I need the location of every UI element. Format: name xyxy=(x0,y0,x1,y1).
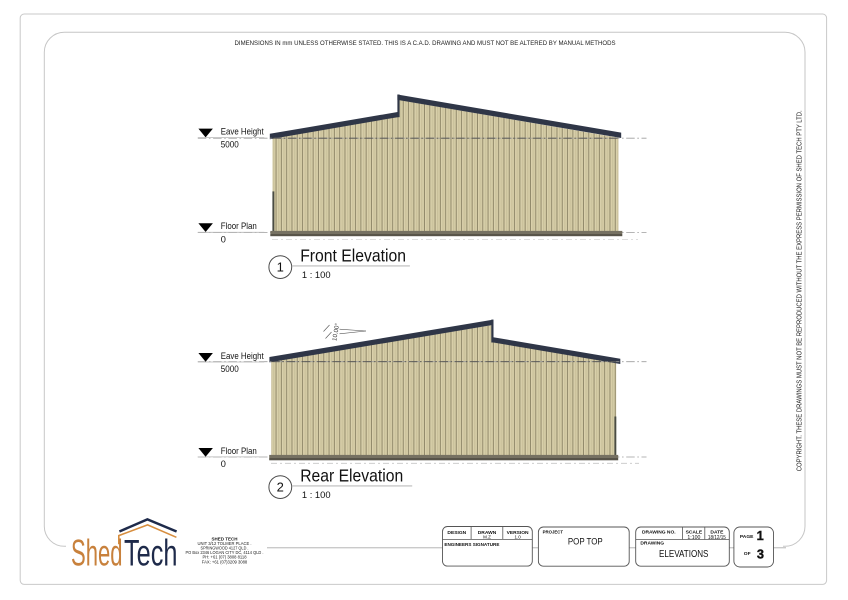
svg-text:PO Box 2346 LOGAN CITY DC, 411: PO Box 2346 LOGAN CITY DC, 4114 QLD . xyxy=(186,550,264,555)
svg-text:1: 1 xyxy=(277,260,284,275)
svg-text:1:100: 1:100 xyxy=(687,535,700,541)
svg-text:UNIT 3/12 TOLMER PLACE .: UNIT 3/12 TOLMER PLACE . xyxy=(198,541,252,546)
svg-text:2: 2 xyxy=(277,480,284,495)
svg-text:ENGINEERS SIGNATURE: ENGINEERS SIGNATURE xyxy=(444,542,500,548)
svg-text:3: 3 xyxy=(757,547,764,562)
svg-text:SPRINGWOOD 4127 QLD .: SPRINGWOOD 4127 QLD . xyxy=(201,546,249,551)
svg-text:Rear Elevation: Rear Elevation xyxy=(300,465,403,485)
svg-text:DESIGN: DESIGN xyxy=(447,530,466,536)
svg-text:DRAWING NO.: DRAWING NO. xyxy=(642,530,676,536)
svg-text:Eave Height: Eave Height xyxy=(221,351,264,361)
svg-text:VERSION: VERSION xyxy=(507,530,529,536)
svg-text:FAX: +61 (07)3209 3088: FAX: +61 (07)3209 3088 xyxy=(202,559,248,564)
svg-text:PAGE: PAGE xyxy=(740,534,754,540)
svg-text:COPYRIGHT. THESE DRAWINGS MUST: COPYRIGHT. THESE DRAWINGS MUST NOT BE RE… xyxy=(796,110,803,471)
svg-text:18/12/15: 18/12/15 xyxy=(708,535,726,541)
svg-text:1.0: 1.0 xyxy=(514,535,521,540)
svg-text:DRAWN: DRAWN xyxy=(478,530,497,536)
svg-text:OF: OF xyxy=(744,551,751,557)
svg-text:Tech: Tech xyxy=(124,532,178,574)
svg-text:5000: 5000 xyxy=(221,140,239,150)
svg-text:Front Elevation: Front Elevation xyxy=(300,245,406,265)
svg-text:Floor Plan: Floor Plan xyxy=(221,221,257,231)
svg-text:10.00°: 10.00° xyxy=(331,322,341,341)
svg-text:1 : 100: 1 : 100 xyxy=(302,269,331,280)
svg-text:DATE: DATE xyxy=(710,530,724,536)
svg-text:Eave Height: Eave Height xyxy=(221,127,264,137)
svg-text:PROJECT: PROJECT xyxy=(543,530,563,536)
svg-text:M.Z: M.Z xyxy=(483,535,491,540)
svg-text:0: 0 xyxy=(221,234,226,244)
svg-text:1: 1 xyxy=(757,528,764,543)
svg-text:POP TOP: POP TOP xyxy=(568,537,603,548)
svg-text:Floor Plan: Floor Plan xyxy=(221,446,257,456)
svg-text:0: 0 xyxy=(221,459,226,469)
svg-text:DIMENSIONS IN mm UNLESS OTHERW: DIMENSIONS IN mm UNLESS OTHERWISE STATED… xyxy=(235,40,616,47)
svg-text:Shed: Shed xyxy=(71,532,123,574)
svg-text:ELEVATIONS: ELEVATIONS xyxy=(659,549,709,560)
svg-text:DRAWING: DRAWING xyxy=(640,541,664,547)
svg-text:5000: 5000 xyxy=(221,364,239,374)
svg-text:SCALE: SCALE xyxy=(686,530,703,536)
svg-text:1 : 100: 1 : 100 xyxy=(302,489,331,500)
svg-text:PH: +61 (07) 3808 8118: PH: +61 (07) 3808 8118 xyxy=(203,555,248,560)
svg-text:SHED TECH: SHED TECH xyxy=(212,536,239,541)
